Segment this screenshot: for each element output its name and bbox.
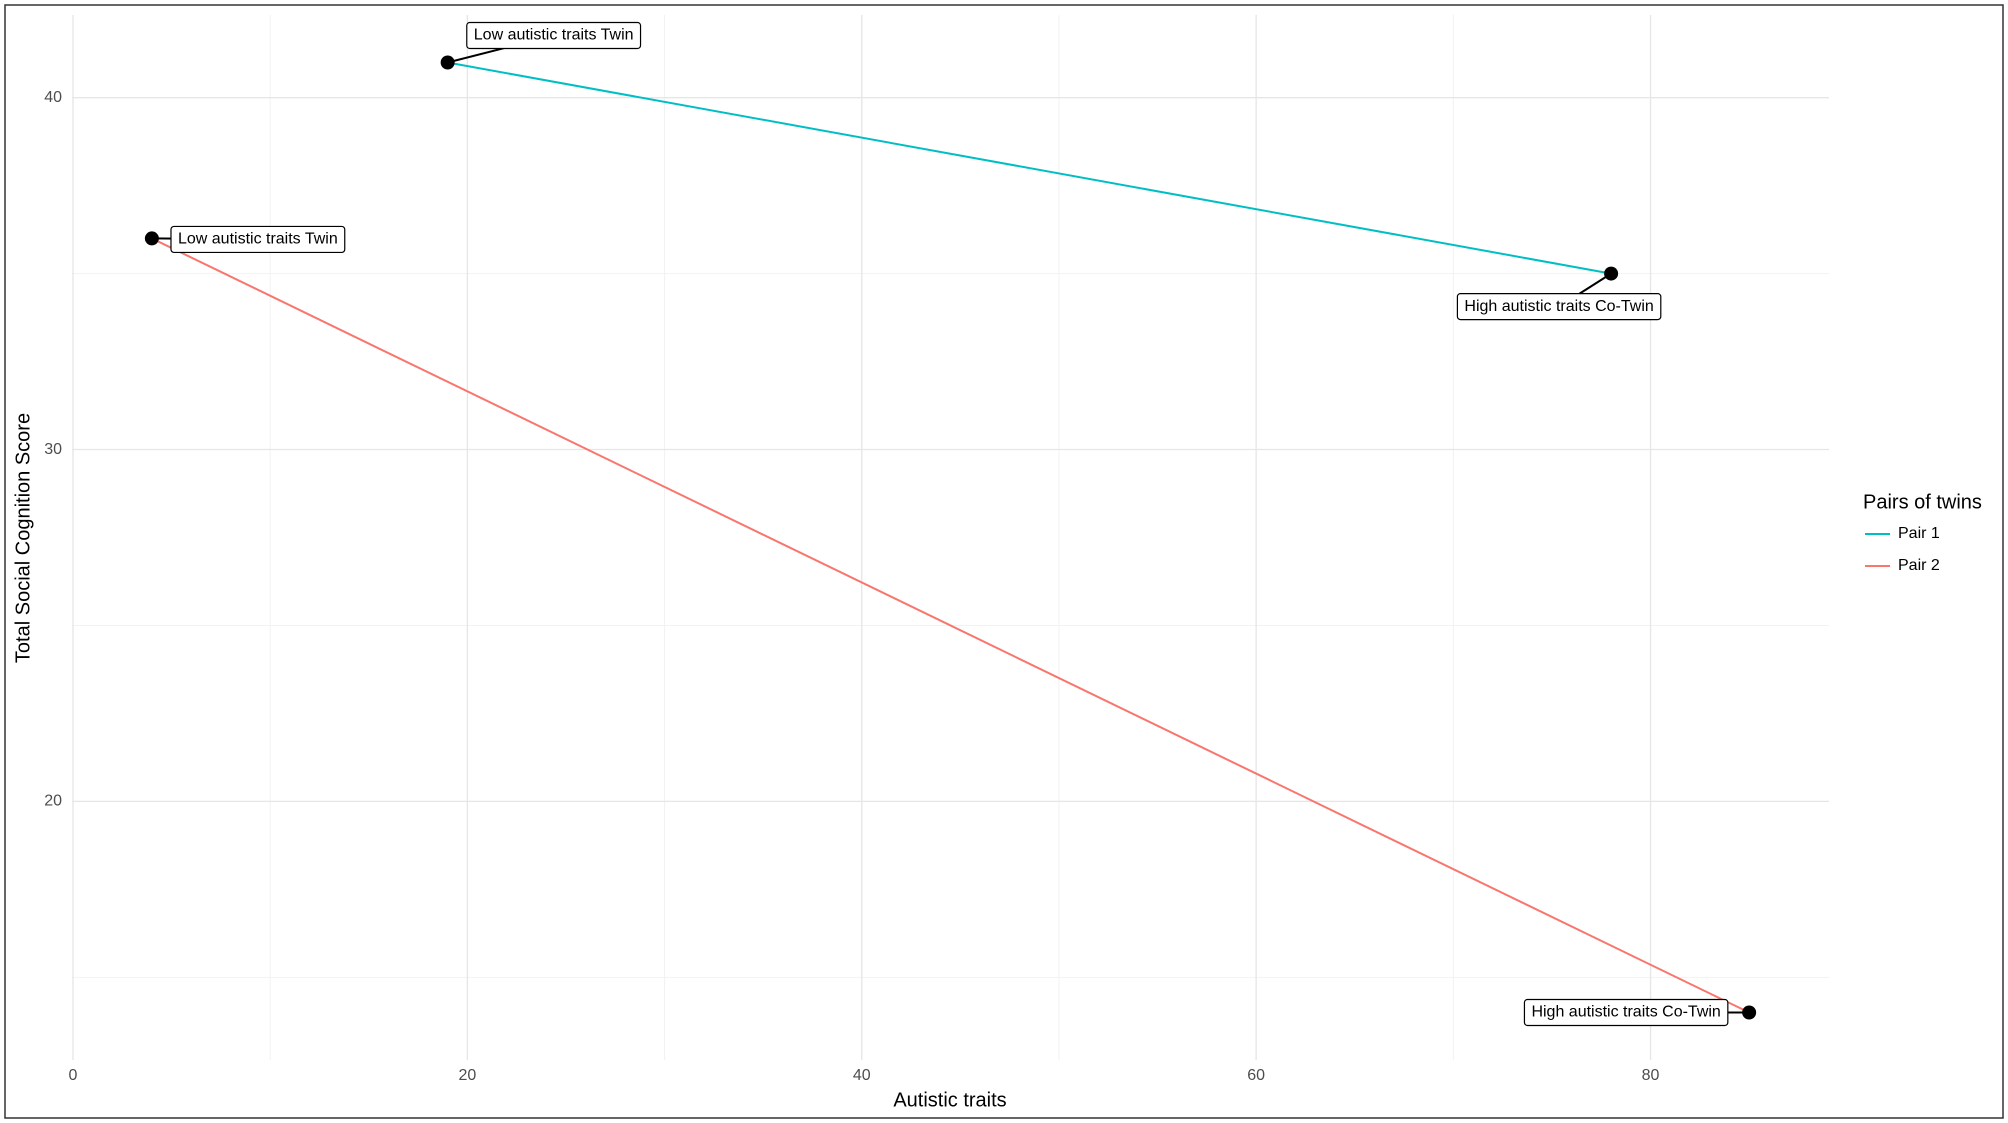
frame: [4, 4, 2004, 1119]
annotation-label: Low autistic traits Twin: [178, 231, 338, 248]
point: [1742, 1005, 1757, 1020]
annotation-box: [1523, 998, 1729, 1027]
marks: Low autistic traits Twin High autistic tr…: [144, 21, 1757, 1027]
legend-label: Pair 2: [1898, 557, 1940, 574]
legend-title: Pairs of twins: [1863, 491, 1982, 513]
point: [1604, 266, 1619, 281]
annotation: Low autistic traits Twin: [447, 21, 642, 64]
annotation-label: High autistic traits Co-Twin: [1531, 1004, 1720, 1021]
annotation-box: [466, 21, 642, 50]
annotation-label: High autistic traits Co-Twin: [1464, 298, 1653, 315]
point: [440, 55, 455, 70]
y-tick-label: 20: [44, 793, 62, 810]
x-tick-label: 40: [853, 1067, 871, 1084]
series-line: [151, 237, 1750, 1014]
y-tick-label: 30: [44, 441, 62, 458]
legend-label: Pair 1: [1898, 525, 1940, 542]
x-tick-label: 0: [69, 1067, 78, 1084]
annotation-label: Low autistic traits Twin: [474, 27, 634, 44]
x-tick-label: 20: [458, 1067, 476, 1084]
x-tick-label: 80: [1642, 1067, 1660, 1084]
point: [144, 231, 159, 246]
x-axis-title: Autistic traits: [893, 1089, 1006, 1111]
series-line: [447, 61, 1612, 275]
x-tick-label: 60: [1247, 1067, 1265, 1084]
annotation: High autistic traits Co-Twin: [1523, 998, 1750, 1027]
annotation: Low autistic traits Twin: [151, 225, 346, 254]
y-tick-label: 40: [44, 89, 62, 106]
y-axis-title: Total Social Cognition Score: [12, 413, 34, 663]
annotation: High autistic traits Co-Twin: [1456, 272, 1662, 321]
annotation-box: [1456, 293, 1662, 321]
annotation-box: [170, 225, 346, 254]
